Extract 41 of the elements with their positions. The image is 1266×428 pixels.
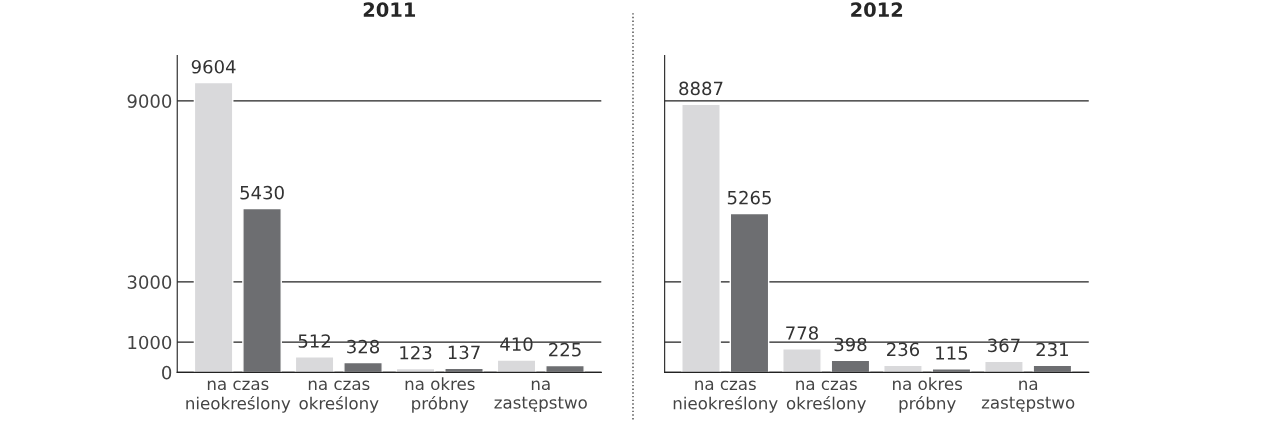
- bar: [931, 368, 972, 373]
- x-tick-label: na okres próbny: [405, 377, 475, 413]
- data-label: 231: [1036, 342, 1068, 357]
- data-label: 123: [400, 345, 432, 360]
- bar: [193, 81, 234, 373]
- y-tick-label: 1000: [128, 335, 172, 350]
- data-label: 5265: [727, 190, 771, 205]
- bar: [830, 359, 871, 373]
- bar: [395, 367, 436, 373]
- bar: [782, 348, 822, 373]
- bar: [242, 207, 282, 373]
- data-label: 5430: [240, 185, 284, 200]
- chart-title: 2011: [363, 2, 416, 18]
- bar: [984, 360, 1024, 373]
- x-tick-label: na czas określony: [299, 380, 379, 413]
- bar: [343, 361, 383, 373]
- bar: [496, 359, 537, 373]
- bar: [883, 364, 923, 373]
- data-label: 115: [936, 346, 968, 360]
- bar: [545, 364, 585, 373]
- data-label: 236: [887, 342, 920, 357]
- chart-title: 2012: [851, 2, 903, 18]
- bar: [1032, 364, 1073, 373]
- y-tick-label: 9000: [127, 94, 172, 108]
- x-tick-label: na zastępstwo: [494, 380, 587, 413]
- x-tick-label: na zastępstwo: [981, 380, 1075, 413]
- y-tick-label: 0: [162, 365, 172, 380]
- x-tick-label: na czas nieokreślony: [673, 380, 778, 413]
- data-label: 9604: [191, 59, 236, 74]
- x-tick-label: na czas określony: [786, 380, 866, 413]
- x-tick-label: na czas nieokreślony: [186, 380, 291, 413]
- bar: [681, 103, 721, 373]
- y-tick-label: 3000: [127, 275, 172, 289]
- data-label: 8887: [679, 81, 723, 96]
- data-label: 328: [347, 339, 380, 354]
- data-label: 225: [549, 342, 581, 357]
- bar: [729, 212, 770, 373]
- data-label: 137: [448, 345, 480, 360]
- data-label: 778: [786, 326, 818, 340]
- bar: [294, 356, 335, 373]
- x-tick-label: na okres próbny: [893, 377, 963, 413]
